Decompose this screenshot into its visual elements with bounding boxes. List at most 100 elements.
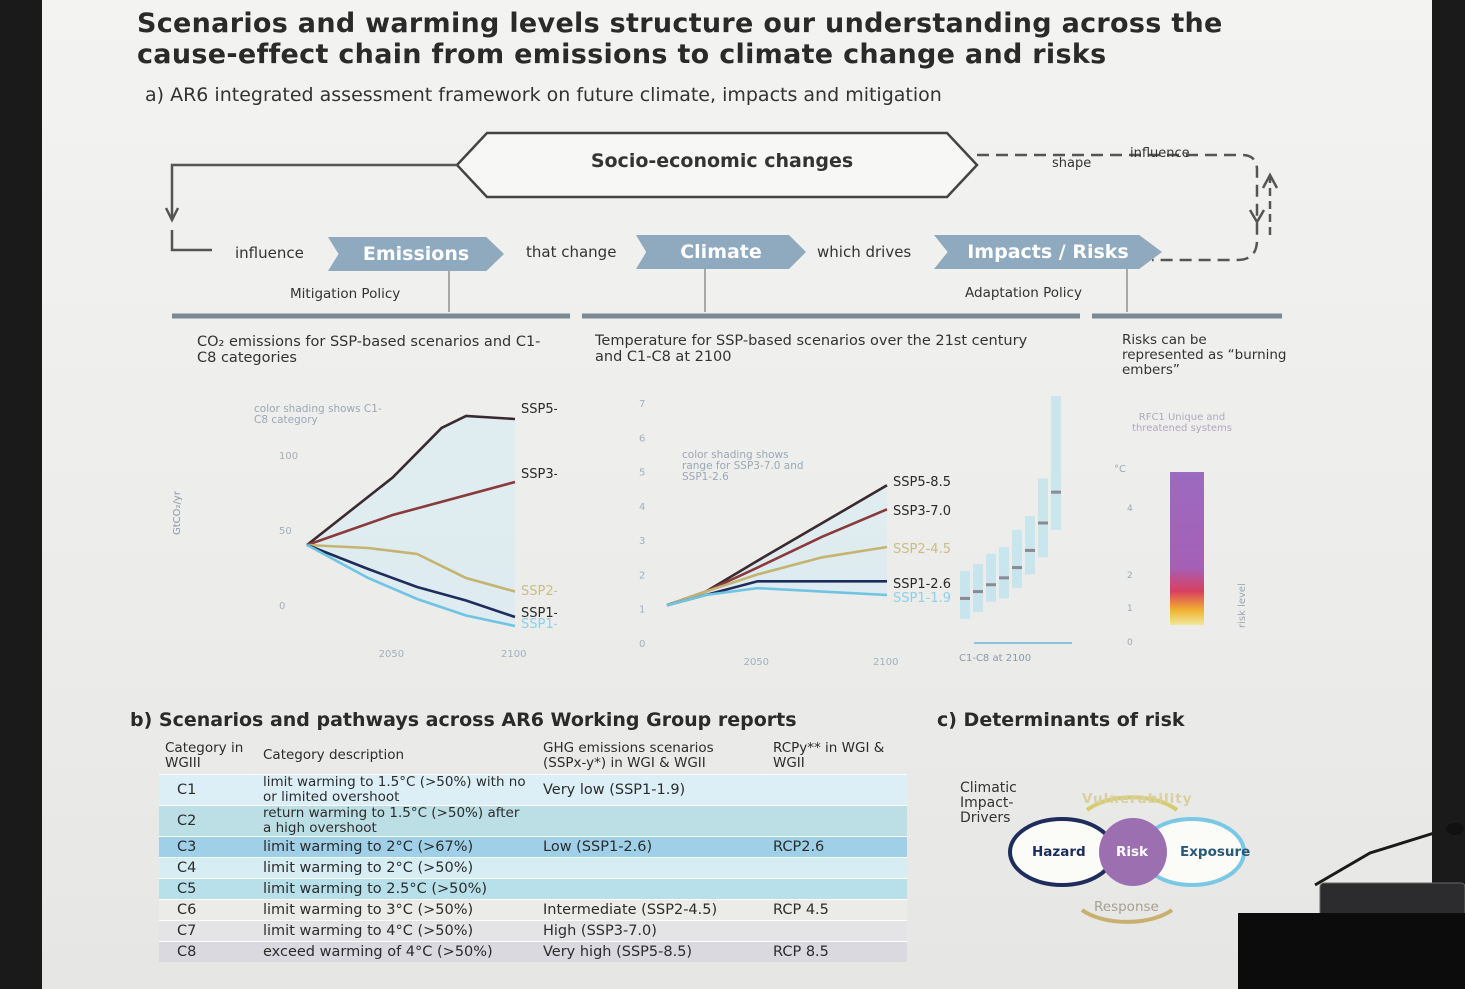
- co2-shading-note: color shading shows C1-C8 category: [254, 403, 382, 426]
- mitigation-policy-label: Mitigation Policy: [290, 286, 401, 302]
- c1c8-range-c6: [1025, 516, 1035, 575]
- table-cell-description: limit warming to 4°C (>50%): [257, 920, 537, 942]
- table-cell-rcp: [767, 805, 907, 837]
- risk-diagram: [1008, 795, 1246, 924]
- y-tick-label: 3: [639, 536, 645, 547]
- framework-connectors: [164, 131, 1282, 319]
- c1c8-median-c3: [986, 583, 996, 587]
- header-description: Category description: [263, 747, 405, 763]
- vulnerability-arc: [1085, 795, 1179, 812]
- table-cell-rcp: [767, 920, 907, 942]
- co2-chart: 0 50 100 2050 2100 SSP5-8.5 SSP3-7.0 SSP2-4.5 SS…: [279, 402, 557, 660]
- slide: Scenarios and warming levels structure o…: [42, 0, 1432, 989]
- header-rcp: RCPy** in WGI & WGII: [773, 740, 885, 771]
- response-label: Response: [1094, 899, 1159, 915]
- table-cell-description: return warming to 1.5°C (>50%) after a h…: [257, 805, 537, 837]
- series-line-ssp3-7.0: [306, 480, 516, 547]
- series-label-ssp5-8.5: SSP5-8.5: [893, 475, 951, 490]
- emissions-arrow: Emissions: [328, 237, 504, 271]
- ember-tick-0: 0: [1127, 638, 1133, 648]
- which-drives-label: which drives: [817, 243, 912, 261]
- c1c8-median-c8: [1051, 490, 1061, 494]
- c1c8-range-c4: [999, 547, 1009, 599]
- ember-bar: [1170, 472, 1204, 625]
- c1c8-range-c8: [1051, 396, 1061, 530]
- table-cell-rcp: RCP 4.5: [767, 899, 907, 921]
- table-row: C8 exceed warming of 4°C (>50%) Very high …: [159, 941, 907, 962]
- table-body: C1 limit warming to 1.5°C (>50%) with no …: [159, 774, 907, 962]
- series-line-ssp1-2.6: [306, 543, 516, 619]
- series-line-ssp2-4.5: [666, 545, 888, 607]
- table-cell-category: C5: [159, 878, 257, 900]
- y-tick-label: 100: [279, 451, 298, 462]
- series-label-ssp1-2.6: SSP1-2.6: [893, 577, 951, 592]
- vulnerability-label: Vulnerability: [1082, 791, 1193, 807]
- series-label-ssp5-8.5: SSP5-8.5: [521, 402, 557, 417]
- table-row: C1 limit warming to 1.5°C (>50%) with no …: [159, 774, 907, 806]
- risk-label: Risk: [1116, 844, 1149, 860]
- burning-ember: 4 2 1 0: [1127, 472, 1204, 648]
- that-change-label: that change: [526, 243, 617, 261]
- y-tick-label: 2: [639, 570, 645, 581]
- table-header-row: Category in WGIII Category description G…: [159, 738, 907, 775]
- table-row: C7 limit warming to 4°C (>50%) High (SSP3-…: [159, 920, 907, 942]
- table-cell-description: limit warming to 2.5°C (>50%): [257, 878, 537, 900]
- series-label-ssp1-2.6: SSP1-2.6: [521, 606, 557, 621]
- table-row: C5 limit warming to 2.5°C (>50%): [159, 878, 907, 900]
- table-cell-description: limit warming to 1.5°C (>50%) with no or…: [257, 774, 537, 806]
- podium: [1238, 913, 1465, 989]
- table-row: C2 return warming to 1.5°C (>50%) after a…: [159, 805, 907, 837]
- table-cell-ghg: Very low (SSP1-1.9): [537, 774, 767, 806]
- x-tick-label: 2050: [744, 657, 769, 665]
- slide-title: Scenarios and warming levels structure o…: [137, 8, 1223, 70]
- series-label-ssp2-4.5: SSP2-4.5: [893, 542, 951, 557]
- c1c8-chart: [960, 396, 1072, 644]
- c1c8-range-c1: [960, 571, 970, 619]
- table-cell-ghg: Low (SSP1-2.6): [537, 836, 767, 858]
- y-tick-label: 1: [639, 605, 645, 616]
- impacts-risks-arrow: Impacts / Risks: [934, 235, 1162, 269]
- y-tick-label: 5: [639, 468, 645, 479]
- c1c8-range-c3: [986, 553, 996, 602]
- x-tick-label: 2100: [501, 649, 526, 660]
- series-label-ssp3-7.0: SSP3-7.0: [521, 467, 557, 482]
- header-category: Category in WGIII: [165, 740, 244, 771]
- shading-band: [667, 485, 887, 606]
- socio-economic-box: Socio-economic changes: [590, 150, 854, 172]
- series-label-ssp1-1.9: SSP1-1.9: [893, 591, 951, 606]
- response-arc: [1080, 908, 1174, 924]
- series-line-ssp1-1.9: [306, 543, 516, 628]
- c1c8-range-c5: [1012, 529, 1022, 589]
- ember-tick-4: 4: [1127, 504, 1133, 514]
- table-row: C4 limit warming to 2°C (>50%): [159, 857, 907, 879]
- co2-ylabel: GtCO₂/yr: [172, 491, 183, 535]
- y-tick-label: 50: [279, 526, 292, 537]
- co2-panel-title: CO₂ emissions for SSP-based scenarios an…: [197, 334, 541, 366]
- x-tick-label: 2050: [379, 649, 404, 660]
- table-row: C3 limit warming to 2°C (>67%) Low (SSP1-2…: [159, 836, 907, 858]
- section-c-title: c) Determinants of risk: [937, 709, 1185, 731]
- table-cell-rcp: [767, 774, 907, 806]
- series-label-ssp2-4.5: SSP2-4.5: [521, 584, 557, 599]
- scenario-table: Category in WGIII Category description G…: [159, 738, 907, 962]
- y-tick-label: 6: [639, 433, 645, 444]
- y-tick-label: 7: [639, 399, 645, 410]
- table-cell-description: limit warming to 2°C (>50%): [257, 857, 537, 879]
- table-cell-category: C1: [159, 774, 257, 806]
- laptop: [1319, 882, 1465, 919]
- series-line-ssp2-4.5: [306, 543, 516, 593]
- table-cell-description: limit warming to 2°C (>67%): [257, 836, 537, 858]
- table-cell-category: C6: [159, 899, 257, 921]
- series-label-ssp3-7.0: SSP3-7.0: [893, 504, 951, 519]
- section-a-title: a) AR6 integrated assessment framework o…: [145, 84, 942, 106]
- risk-unit: °C: [1114, 464, 1126, 475]
- influence-label-right: influence: [1130, 146, 1190, 161]
- socio-box-shape: [455, 131, 979, 199]
- c1c8-median-c1: [960, 596, 970, 600]
- microphone-head: [1446, 823, 1464, 835]
- x-tick-label: 2100: [873, 657, 898, 665]
- table-cell-rcp: [767, 878, 907, 900]
- table-cell-rcp: [767, 857, 907, 879]
- table-cell-category: C3: [159, 836, 257, 858]
- table-cell-ghg: Very high (SSP5-8.5): [537, 941, 767, 962]
